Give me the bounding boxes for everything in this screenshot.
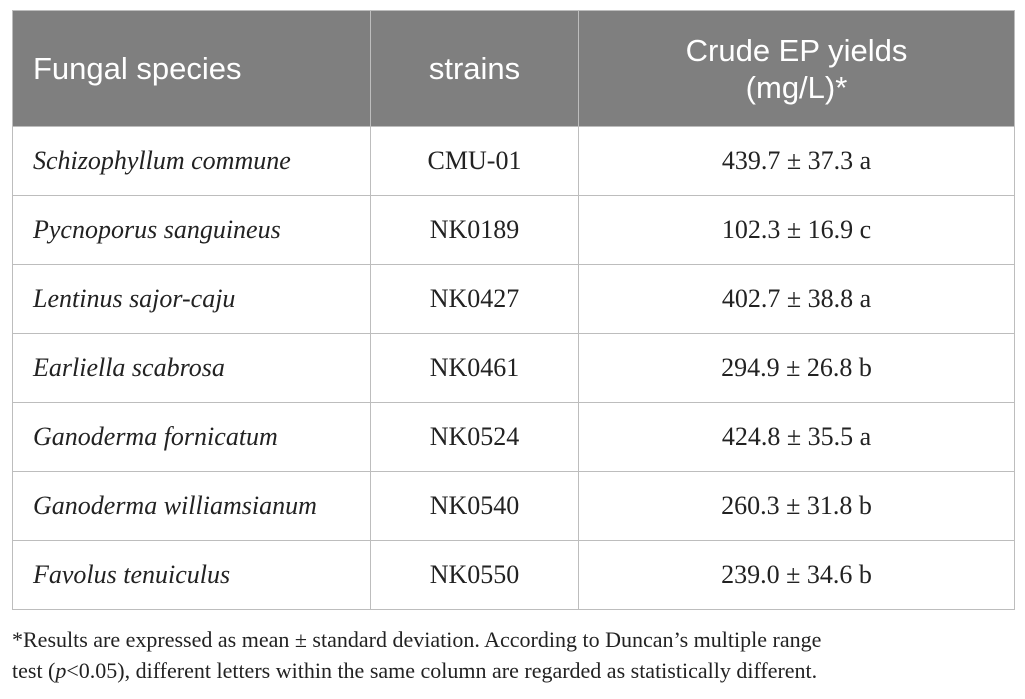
strain-cell: NK0524	[370, 402, 579, 472]
table-header: Fungal species strains Crude EP yields (…	[12, 10, 1015, 127]
strain-cell: CMU-01	[370, 126, 579, 196]
strain-cell: NK0427	[370, 264, 579, 334]
table-row: Ganoderma fornicatum NK0524 424.8 ± 35.5…	[12, 402, 1015, 472]
header-row: Fungal species strains Crude EP yields (…	[12, 10, 1015, 127]
table-row: Ganoderma williamsianum NK0540 260.3 ± 3…	[12, 471, 1015, 541]
yield-cell: 102.3 ± 16.9 c	[578, 195, 1015, 265]
footnote-line2-pre: test (	[12, 658, 56, 683]
footnote-p-value-symbol: p	[55, 658, 67, 683]
results-table: Fungal species strains Crude EP yields (…	[12, 10, 1015, 610]
strain-cell: NK0550	[370, 540, 579, 610]
yield-cell: 402.7 ± 38.8 a	[578, 264, 1015, 334]
yield-cell: 424.8 ± 35.5 a	[578, 402, 1015, 472]
header-yields-line1: Crude EP yields	[685, 32, 908, 68]
header-fungal-species: Fungal species	[12, 10, 371, 127]
header-yields-line2: (mg/L)*	[745, 69, 848, 105]
species-cell: Ganoderma williamsianum	[12, 471, 371, 541]
yield-cell: 260.3 ± 31.8 b	[578, 471, 1015, 541]
footnote-line2-post: <0.05), different letters within the sam…	[66, 658, 818, 683]
footnote-line1: *Results are expressed as mean ± standar…	[12, 627, 822, 652]
species-cell: Lentinus sajor-caju	[12, 264, 371, 334]
table-body: Schizophyllum commune CMU-01 439.7 ± 37.…	[12, 126, 1015, 610]
table-row: Schizophyllum commune CMU-01 439.7 ± 37.…	[12, 126, 1015, 196]
strain-cell: NK0189	[370, 195, 579, 265]
species-cell: Schizophyllum commune	[12, 126, 371, 196]
species-cell: Ganoderma fornicatum	[12, 402, 371, 472]
header-crude-ep-yields: Crude EP yields (mg/L)*	[578, 10, 1015, 127]
yield-cell: 239.0 ± 34.6 b	[578, 540, 1015, 610]
table-row: Lentinus sajor-caju NK0427 402.7 ± 38.8 …	[12, 264, 1015, 334]
species-cell: Earliella scabrosa	[12, 333, 371, 403]
table-row: Favolus tenuiculus NK0550 239.0 ± 34.6 b	[12, 540, 1015, 610]
table-row: Earliella scabrosa NK0461 294.9 ± 26.8 b	[12, 333, 1015, 403]
strain-cell: NK0540	[370, 471, 579, 541]
species-cell: Favolus tenuiculus	[12, 540, 371, 610]
header-strains: strains	[370, 10, 579, 127]
strain-cell: NK0461	[370, 333, 579, 403]
results-table-container: Fungal species strains Crude EP yields (…	[12, 10, 1015, 610]
table-row: Pycnoporus sanguineus NK0189 102.3 ± 16.…	[12, 195, 1015, 265]
table-footnote: *Results are expressed as mean ± standar…	[12, 624, 1017, 686]
yield-cell: 439.7 ± 37.3 a	[578, 126, 1015, 196]
species-cell: Pycnoporus sanguineus	[12, 195, 371, 265]
yield-cell: 294.9 ± 26.8 b	[578, 333, 1015, 403]
